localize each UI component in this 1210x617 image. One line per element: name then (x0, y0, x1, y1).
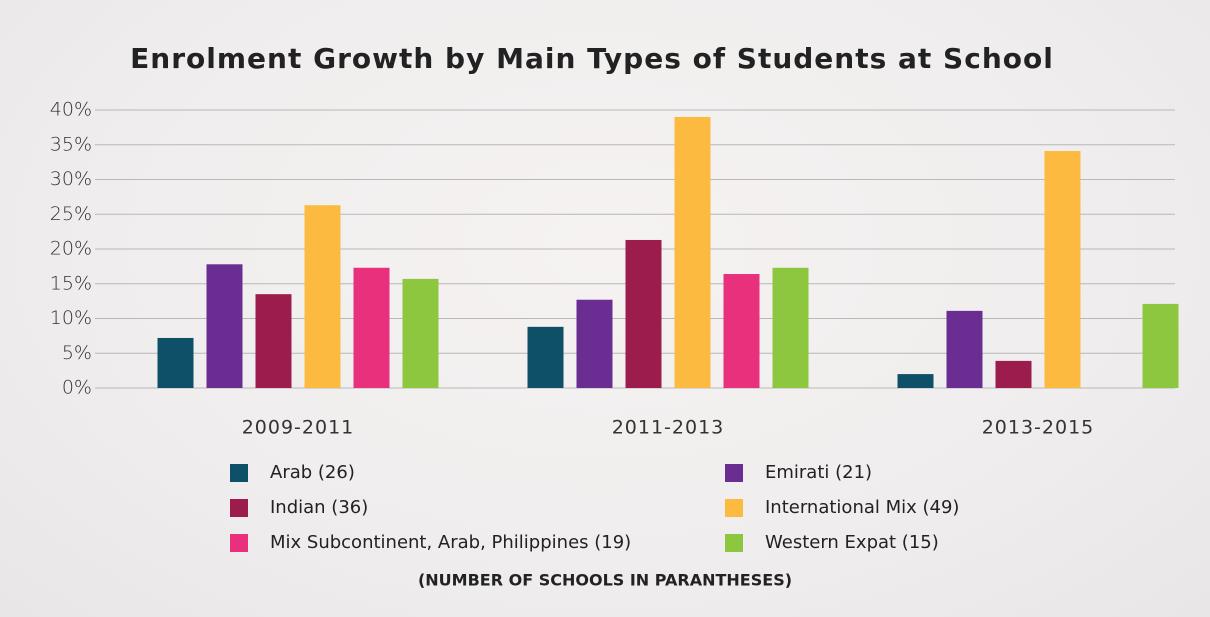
y-tick-label: 35% (50, 133, 92, 155)
bar (723, 274, 760, 388)
bar (353, 267, 390, 388)
y-tick-label: 30% (50, 168, 92, 190)
legend-label: Arab (26) (270, 462, 355, 483)
bar (772, 267, 809, 388)
bar (527, 326, 564, 388)
bar (1142, 303, 1179, 388)
y-tick-label: 20% (50, 238, 92, 260)
legend-label: Western Expat (15) (765, 532, 939, 553)
x-tick-label: 2011-2013 (612, 417, 725, 439)
legend-label: Indian (36) (270, 497, 368, 518)
bar (946, 310, 983, 388)
bar (625, 239, 662, 388)
y-tick-label: 10% (50, 307, 92, 329)
chart-note: (NUMBER OF SCHOOLS IN PARANTHESES) (418, 571, 792, 590)
y-tick-label: 5% (62, 342, 92, 364)
x-tick-label: 2009-2011 (242, 417, 355, 439)
bar (1044, 151, 1081, 388)
bar (206, 264, 243, 388)
bar (995, 360, 1032, 388)
y-tick-label: 15% (50, 272, 92, 294)
chart-title: Enrolment Growth by Main Types of Studen… (130, 42, 1054, 75)
x-tick-label: 2013-2015 (982, 417, 1095, 439)
bar (157, 337, 194, 388)
bar (576, 299, 613, 388)
bar (897, 374, 934, 388)
legend-label: Emirati (21) (765, 462, 872, 483)
y-tick-label: 25% (50, 203, 92, 225)
bar (402, 278, 439, 388)
bar (255, 294, 292, 388)
bar (304, 205, 341, 388)
legend-swatch (725, 464, 743, 482)
legend-swatch (725, 534, 743, 552)
legend-swatch (230, 464, 248, 482)
bar (674, 116, 711, 388)
y-tick-label: 40% (50, 99, 92, 121)
y-tick-label: 0% (62, 377, 92, 399)
legend-label: Mix Subcontinent, Arab, Philippines (19) (270, 532, 631, 553)
legend-swatch (725, 499, 743, 517)
legend-swatch (230, 499, 248, 517)
legend-swatch (230, 534, 248, 552)
legend-label: International Mix (49) (765, 497, 959, 518)
